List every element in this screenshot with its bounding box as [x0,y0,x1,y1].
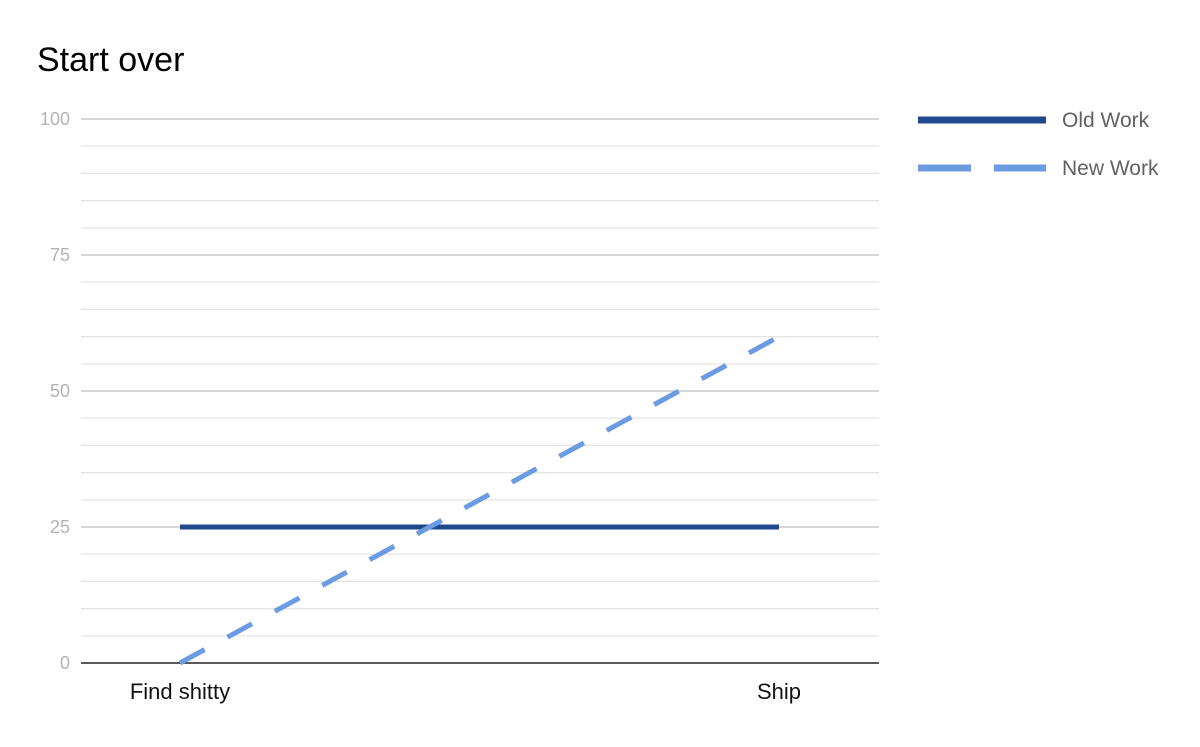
series-lines [178,334,781,666]
y-tick-label: 100 [40,109,70,129]
y-axis-ticks: 0 25 50 75 100 [40,109,70,673]
series-line-2 [178,334,781,666]
legend-label: Old Work [1062,109,1150,132]
x-tick-label: Find shitty [130,679,230,704]
grid-lines [81,118,879,637]
y-tick-label: 75 [50,245,70,265]
chart-title: Start over [37,41,184,79]
x-axis-ticks: Find shitty Ship [130,679,801,704]
legend: Old Work New Work [918,109,1159,180]
y-tick-label: 50 [50,381,70,401]
legend-label: New Work [1062,157,1159,180]
x-tick-label: Ship [757,679,801,704]
y-tick-label: 0 [60,653,70,673]
y-tick-label: 25 [50,517,70,537]
